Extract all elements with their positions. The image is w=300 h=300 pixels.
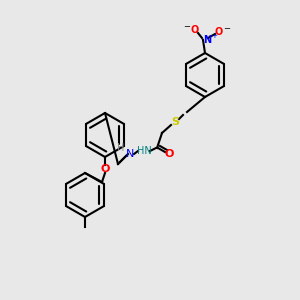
Text: S: S	[171, 117, 179, 127]
Text: O: O	[100, 164, 110, 174]
Text: O: O	[164, 149, 174, 159]
Text: −: −	[224, 25, 230, 34]
Text: +: +	[211, 33, 217, 39]
Text: N: N	[203, 35, 211, 45]
Text: O: O	[191, 25, 199, 35]
Text: N: N	[126, 149, 134, 159]
Text: H: H	[117, 143, 125, 153]
Text: O: O	[215, 27, 223, 37]
Text: −: −	[184, 22, 190, 32]
Text: HN: HN	[136, 146, 152, 156]
